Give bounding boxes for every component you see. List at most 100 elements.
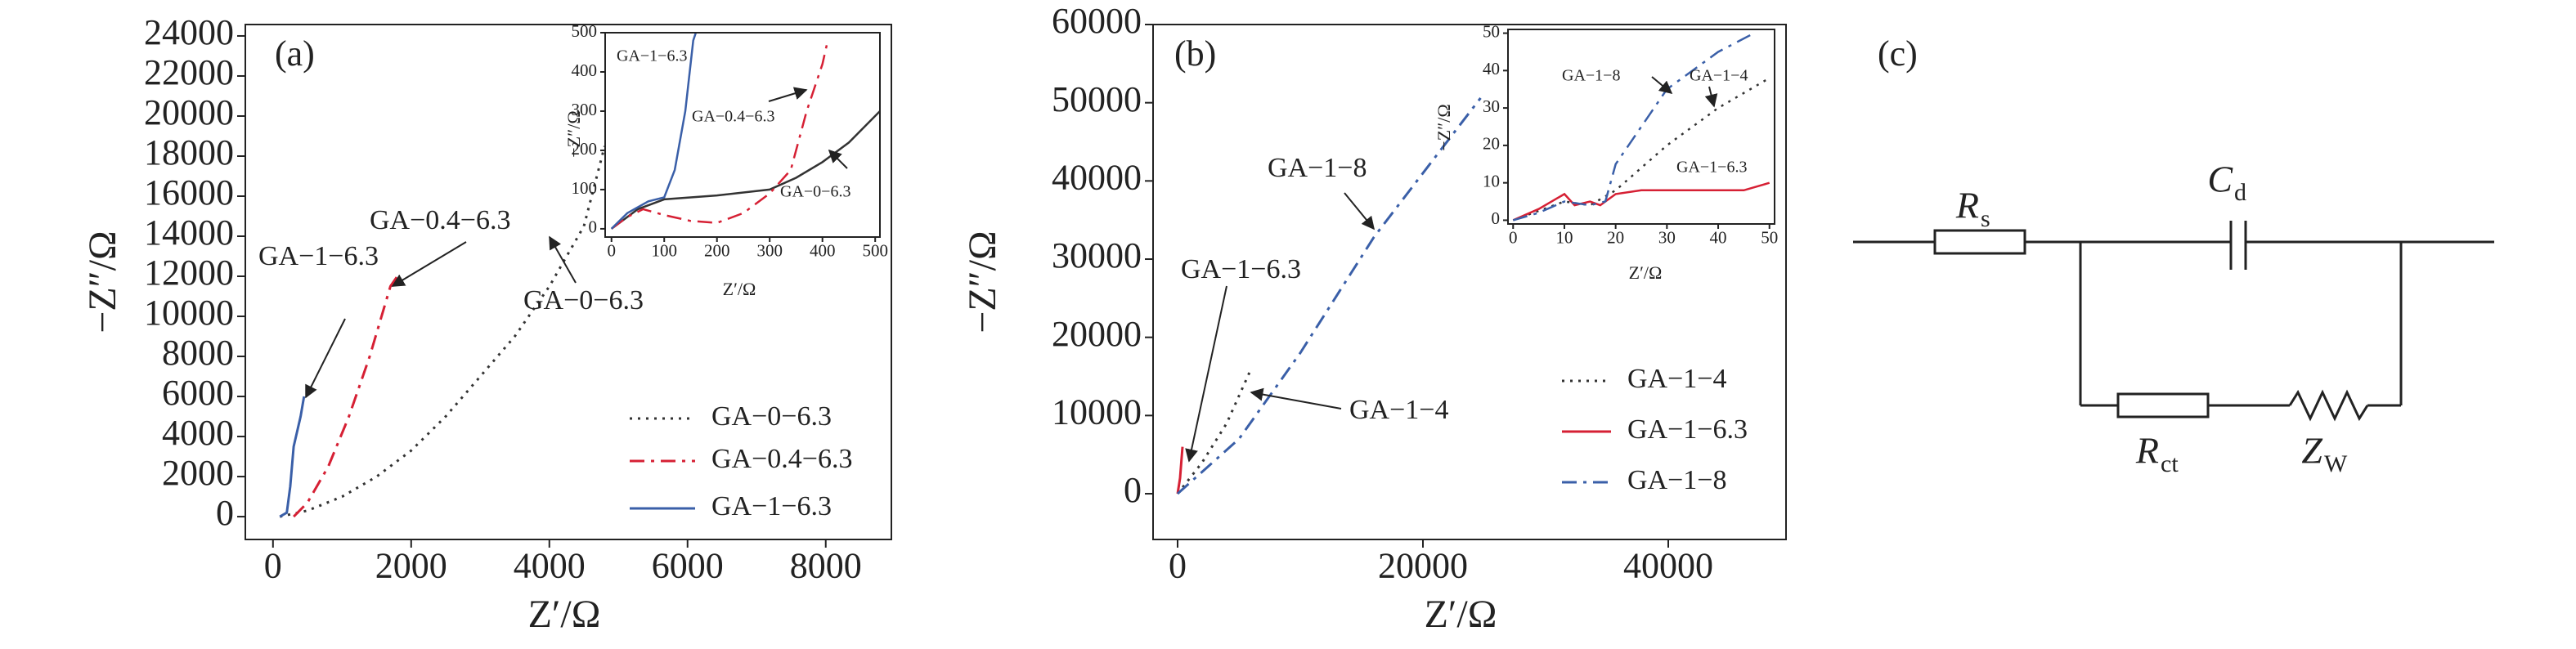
series-line <box>1176 446 1184 495</box>
x-tick-label: 20000 <box>1378 545 1468 585</box>
x-tick-label: 0 <box>264 545 282 585</box>
y-tick-label: 100 <box>572 178 598 198</box>
plot-frame <box>245 24 892 540</box>
annotation-arrow <box>1704 86 1718 108</box>
y-tick-label: 8000 <box>162 333 234 373</box>
plot-frame <box>604 32 881 238</box>
y-tick-label: 6000 <box>162 373 234 413</box>
annotation: GA−1−8 <box>1562 67 1620 85</box>
annotation: GA−1−6.3 <box>617 47 687 65</box>
plot-background <box>1508 29 1775 224</box>
legend-label: GA−1−4 <box>1627 364 1726 394</box>
y-tick-label: 10 <box>1483 171 1500 190</box>
y-tick-label: 300 <box>572 100 598 119</box>
element-symbol: R <box>2135 430 2159 472</box>
y-tick-label: 0 <box>1492 208 1501 228</box>
panel-label: (b) <box>1174 34 1216 74</box>
element-symbol: Z <box>2301 430 2322 472</box>
x-axis-label: Z′/Ω <box>723 279 756 299</box>
annotation: GA−0.4−6.3 <box>692 108 774 126</box>
y-tick-label: 12000 <box>144 253 234 293</box>
y-tick-label: 400 <box>572 60 598 80</box>
y-axis-label: −Z″/Ω <box>961 231 1004 333</box>
y-tick-label: 0 <box>589 217 598 237</box>
x-tick-label: 50 <box>1761 227 1778 247</box>
y-tick-label: 14000 <box>144 213 234 253</box>
x-tick-label: 30 <box>1658 227 1676 247</box>
element-symbol: C <box>2207 159 2233 200</box>
y-tick-label: 40 <box>1483 59 1500 78</box>
series-line <box>293 275 399 518</box>
series-line <box>1176 368 1253 495</box>
legend-label: GA−0.4−6.3 <box>711 444 852 474</box>
x-tick-label: 200 <box>704 240 730 260</box>
x-axis-label: Z′/Ω <box>528 593 601 636</box>
annotation-arrow <box>768 87 808 102</box>
x-tick-label: 100 <box>651 240 677 260</box>
y-axis-label: −Z″/Ω <box>81 231 124 333</box>
circuit <box>1853 221 2494 422</box>
element-subscript: ct <box>2161 450 2179 477</box>
x-tick-label: 20 <box>1607 227 1624 247</box>
y-tick-label: 10000 <box>144 293 234 333</box>
series-line <box>1512 181 1770 222</box>
y-tick-label: 10000 <box>1052 392 1142 432</box>
annotation-arrow <box>828 149 848 169</box>
x-tick-label: 40000 <box>1623 545 1713 585</box>
annotation-arrow <box>1250 387 1342 410</box>
element-subscript: s <box>1981 205 1990 232</box>
y-axis-label: −Z″/Ω <box>563 110 584 157</box>
y-axis-label: −Z″/Ω <box>1434 104 1454 150</box>
y-tick-label: 0 <box>216 493 234 533</box>
annotation: GA−1−6.3 <box>258 241 379 271</box>
series-line <box>610 33 698 230</box>
plot-background <box>605 33 880 237</box>
y-tick-label: 20000 <box>144 92 234 132</box>
panel-label: (a) <box>275 34 315 74</box>
legend-label: GA−0−6.3 <box>711 401 832 432</box>
y-tick-label: 20 <box>1483 134 1500 154</box>
x-tick-label: 300 <box>756 240 783 260</box>
x-tick-label: 500 <box>862 240 888 260</box>
x-tick-label: 6000 <box>652 545 724 585</box>
annotation: GA−1−4 <box>1690 67 1748 85</box>
x-tick-label: 2000 <box>375 545 447 585</box>
annotation-arrow <box>549 235 577 284</box>
x-tick-label: 40 <box>1710 227 1727 247</box>
y-tick-label: 50 <box>1483 21 1500 41</box>
y-tick-label: 500 <box>572 21 598 41</box>
resistor <box>2116 392 2210 418</box>
y-tick-label: 60000 <box>1052 1 1142 41</box>
y-tick-label: 50000 <box>1052 79 1142 119</box>
legend-label: GA−1−6.3 <box>1627 414 1748 445</box>
y-tick-label: 40000 <box>1052 157 1142 197</box>
y-tick-label: 4000 <box>162 413 234 453</box>
x-tick-label: 4000 <box>514 545 586 585</box>
y-tick-label: 2000 <box>162 453 234 493</box>
annotation-arrow <box>305 318 346 399</box>
x-tick-label: 10 <box>1555 227 1573 247</box>
x-tick-label: 8000 <box>790 545 862 585</box>
series-line <box>279 145 606 518</box>
x-tick-label: 0 <box>1509 227 1518 247</box>
annotation: GA−0−6.3 <box>780 183 850 201</box>
annotation: GA−1−6.3 <box>1181 254 1301 284</box>
y-tick-label: 30 <box>1483 96 1500 116</box>
series-line <box>610 40 829 230</box>
annotation: GA−1−4 <box>1349 395 1448 425</box>
y-tick-label: 0 <box>1124 470 1142 510</box>
x-tick-label: 400 <box>810 240 836 260</box>
legend-label: GA−1−6.3 <box>711 491 832 521</box>
series-line <box>1512 32 1755 222</box>
x-tick-label: 0 <box>607 240 616 260</box>
annotation-arrow <box>1344 192 1376 231</box>
annotation-arrow <box>1651 76 1673 95</box>
annotation-arrow <box>391 241 467 287</box>
x-axis-label: Z′/Ω <box>1425 593 1497 636</box>
y-tick-label: 20000 <box>1052 314 1142 354</box>
y-tick-label: 18000 <box>144 132 234 172</box>
series-line <box>610 110 880 230</box>
annotation: GA−0.4−6.3 <box>370 205 510 235</box>
x-tick-label: 0 <box>1169 545 1187 585</box>
